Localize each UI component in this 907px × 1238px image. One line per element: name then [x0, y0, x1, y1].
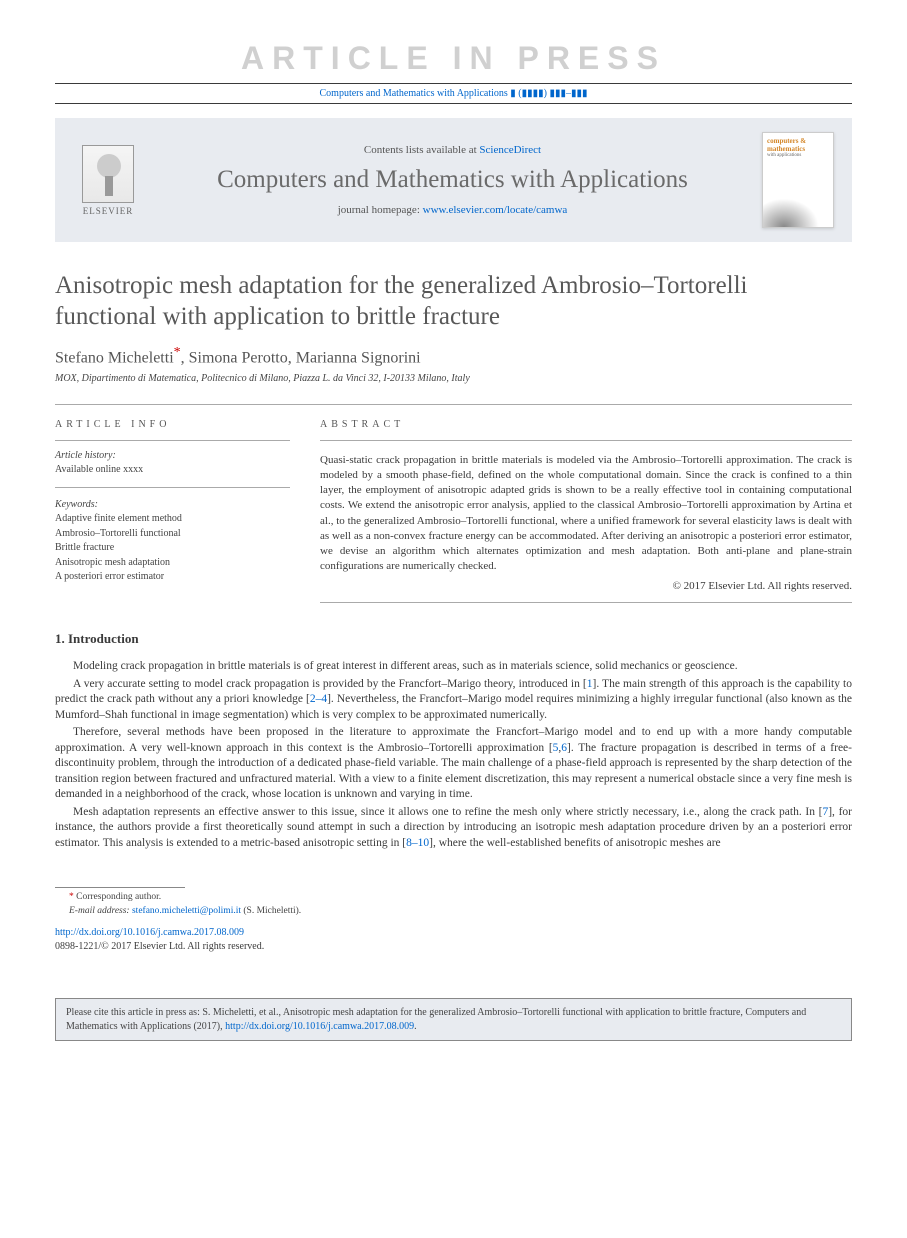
abstract-text: Quasi-static crack propagation in brittl… [320, 449, 852, 574]
authors-rest: , Simona Perotto, Marianna Signorini [181, 349, 421, 366]
keyword: Anisotropic mesh adaptation [55, 556, 290, 571]
citebox-doi-link[interactable]: http://dx.doi.org/10.1016/j.camwa.2017.0… [225, 1021, 414, 1032]
intro-p3: Therefore, several methods have been pro… [55, 725, 852, 803]
contents-prefix: Contents lists available at [364, 144, 479, 156]
keyword: A posteriori error estimator [55, 570, 290, 585]
article-in-press-banner: ARTICLE IN PRESS [55, 40, 852, 77]
keywords-block: Keywords: Adaptive finite element method… [55, 498, 290, 585]
doi-block: http://dx.doi.org/10.1016/j.camwa.2017.0… [55, 926, 852, 954]
cover-art-icon [763, 187, 833, 227]
info-abstract-row: article info Article history: Available … [55, 404, 852, 603]
keywords-label: Keywords: [55, 498, 290, 513]
corresponding-asterisk-icon: * [174, 345, 181, 360]
email-label: E-mail address: [69, 906, 130, 916]
article-title: Anisotropic mesh adaptation for the gene… [55, 270, 852, 333]
journal-name: Computers and Mathematics with Applicati… [161, 166, 744, 194]
email-link[interactable]: stefano.micheletti@polimi.it [132, 906, 241, 916]
author-1: Stefano Micheletti [55, 349, 174, 366]
top-citation: Computers and Mathematics with Applicati… [55, 83, 852, 104]
authors: Stefano Micheletti*, Simona Perotto, Mar… [55, 345, 852, 367]
ref-link[interactable]: 5 [553, 742, 559, 754]
elsevier-tree-icon [82, 145, 134, 203]
cover-subtitle: with applications [767, 153, 829, 158]
p4-text-c: ], where the well-established benefits o… [429, 837, 721, 849]
sciencedirect-link[interactable]: ScienceDirect [479, 144, 541, 156]
article-info-heading: article info [55, 405, 290, 441]
p2-text-a: A very accurate setting to model crack p… [73, 678, 587, 690]
abstract-column: abstract Quasi-static crack propagation … [320, 405, 852, 603]
keyword: Brittle fracture [55, 541, 290, 556]
corr-text: Corresponding author. [76, 892, 161, 902]
article-history: Article history: Available online xxxx [55, 449, 290, 488]
header-center: Contents lists available at ScienceDirec… [161, 144, 744, 216]
journal-cover-thumbnail: computers & mathematics with application… [762, 132, 834, 228]
intro-p1: Modeling crack propagation in brittle ma… [55, 659, 852, 675]
affiliation: MOX, Dipartimento di Matematica, Politec… [55, 373, 852, 384]
email-footnote: E-mail address: stefano.micheletti@polim… [55, 906, 852, 916]
citebox-text-a: Please cite this article in press as: S.… [66, 1007, 806, 1032]
intro-p2: A very accurate setting to model crack p… [55, 677, 852, 724]
ref-link[interactable]: 8–10 [406, 837, 429, 849]
keyword: Ambrosio–Tortorelli functional [55, 527, 290, 542]
homepage-link[interactable]: www.elsevier.com/locate/camwa [423, 204, 568, 216]
page: ARTICLE IN PRESS Computers and Mathemati… [0, 0, 907, 984]
history-line: Available online xxxx [55, 463, 290, 477]
abstract-heading: abstract [320, 405, 852, 441]
p4-text-a: Mesh adaptation represents an effective … [73, 806, 822, 818]
citebox-text-b: . [414, 1021, 417, 1032]
ref-link[interactable]: 2–4 [310, 693, 327, 705]
article-info-column: article info Article history: Available … [55, 405, 290, 603]
abstract-copyright: © 2017 Elsevier Ltd. All rights reserved… [320, 580, 852, 603]
corresponding-footnote: * Corresponding author. [55, 892, 852, 902]
footnote-rule [55, 887, 185, 888]
homepage-line: journal homepage: www.elsevier.com/locat… [161, 204, 744, 216]
history-label: Article history: [55, 449, 290, 463]
cite-this-article-box: Please cite this article in press as: S.… [55, 998, 852, 1041]
doi-link[interactable]: http://dx.doi.org/10.1016/j.camwa.2017.0… [55, 927, 244, 938]
section-1-heading: 1. Introduction [55, 631, 852, 647]
cover-title: computers & mathematics [767, 137, 829, 153]
elsevier-logo: ELSEVIER [73, 140, 143, 220]
email-who: (S. Micheletti). [243, 906, 301, 916]
issn-copyright: 0898-1221/© 2017 Elsevier Ltd. All right… [55, 941, 264, 952]
journal-header: ELSEVIER Contents lists available at Sci… [55, 118, 852, 242]
keyword: Adaptive finite element method [55, 512, 290, 527]
homepage-prefix: journal homepage: [338, 204, 423, 216]
intro-p4: Mesh adaptation represents an effective … [55, 805, 852, 852]
contents-line: Contents lists available at ScienceDirec… [161, 144, 744, 156]
asterisk-icon: * [69, 892, 74, 902]
elsevier-label: ELSEVIER [83, 206, 134, 216]
